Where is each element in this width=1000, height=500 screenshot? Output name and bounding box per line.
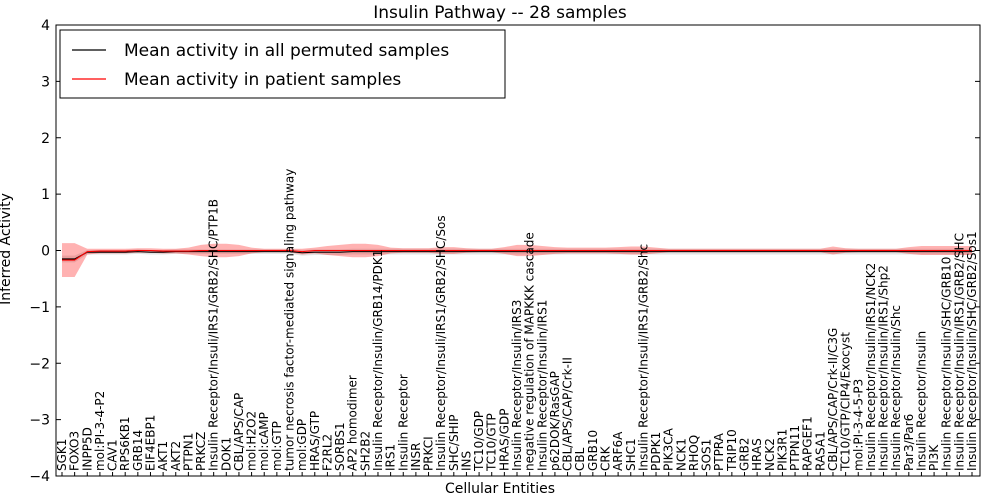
x-tick-label: TC10/GTP/CIP4/Exocyst (839, 332, 853, 472)
y-tick-label: 0 (41, 244, 50, 260)
x-tick-label: NCK2 (763, 438, 777, 471)
x-tick-label: SHC/SHIP (447, 415, 461, 471)
x-tick-label: ARF6A (611, 431, 625, 471)
y-tick-label: 2 (41, 131, 50, 147)
x-tick-label: Insulin Receptor/Insulin/IRS1/Shp2 (877, 265, 891, 471)
y-tick-label: 1 (41, 187, 50, 203)
y-axis-ticks: −4 −3 −2 −1 0 1 2 3 4 (29, 18, 980, 485)
x-axis-label: Cellular Entities (445, 481, 555, 497)
x-tick-label: tumor necrosis factor-mediated signaling… (283, 169, 297, 471)
x-tick-label: mol:PI-3-4-P2 (93, 391, 107, 471)
x-tick-label: HRAS (750, 438, 764, 471)
x-tick-label: PTPN11 (788, 425, 802, 471)
legend-label-patient: Mean activity in patient samples (124, 70, 401, 90)
x-tick-label: PI3K (927, 444, 941, 471)
x-tick-label: AP2 homodimer (346, 375, 360, 471)
x-tick-label: Insulin Receptor/Insuli/IRS1/GRB2/Shc (636, 244, 650, 471)
y-tick-label: −4 (29, 469, 50, 485)
legend-label-permuted: Mean activity in all permuted samples (124, 41, 449, 61)
x-tick-label: HRAS/GDP (497, 408, 511, 471)
x-tick-label: AKT2 (169, 441, 183, 471)
x-tick-label: DOK1 (219, 437, 233, 471)
y-tick-label: −1 (29, 300, 50, 316)
x-tick-label: mol:GTP (270, 421, 284, 471)
x-tick-label: Insulin Receptor/Insuli/IRS1/GRB2/SHC/PT… (207, 199, 221, 471)
x-tick-label: IRS1 (384, 444, 398, 471)
x-tick-label: PIK3CA (662, 427, 676, 471)
x-tick-label: PTPRA (712, 432, 726, 471)
legend-box (59, 29, 506, 99)
legend: Mean activity in all permuted samples Me… (59, 29, 506, 99)
x-tick-label: PTPN1 (181, 433, 195, 471)
y-tick-label: −3 (29, 413, 50, 429)
y-tick-label: 4 (41, 18, 50, 34)
x-tick-label: mol:PI-3-4-5-P3 (851, 379, 865, 471)
x-tick-label: CBL/APS/CAP/Crk-II/C3G (826, 328, 840, 471)
x-tick-label: RAPGEF1 (801, 416, 815, 471)
x-tick-label: RASA1 (813, 431, 827, 471)
x-tick-label: GRB10 (586, 430, 600, 471)
x-tick-label: INSR (409, 443, 423, 471)
x-tick-label: NCK1 (674, 438, 688, 471)
x-tick-label: Par3/Par6 (902, 414, 916, 471)
x-tick-label: mol:GDP (295, 419, 309, 471)
x-tick-label: CRK (598, 445, 612, 471)
x-tick-label: SH2B2 (358, 431, 372, 471)
x-tick-label: SOS1 (700, 439, 714, 471)
x-tick-label: PDPK1 (649, 432, 663, 471)
x-tick-label: INS (459, 451, 473, 471)
x-tick-label: Insulin Receptor/Insulin/GRB14/PDK1 (371, 250, 385, 471)
x-tick-label: INPP5D (80, 427, 94, 471)
x-tick-label: Insulin Receptor/Insulin/IRS1/NCK2 (864, 263, 878, 471)
y-tick-label: −2 (29, 356, 50, 372)
x-tick-label: TC10/GTP (485, 413, 499, 472)
y-tick-label: 3 (41, 74, 50, 90)
x-tick-label: HRAS/GTP (308, 411, 322, 471)
x-tick-label: Insulin Receptor/Insuli/IRS1/GRB2/SHC/So… (434, 215, 448, 471)
x-tick-label: GRB2 (738, 437, 752, 471)
plot-frame (55, 24, 981, 477)
x-tick-labels: SGK1FOXO3INPP5Dmol:PI-3-4-P2CAV1RPS6KB1G… (55, 169, 979, 476)
x-tick-label: AKT1 (156, 441, 170, 471)
x-tick-label: TRIP10 (725, 429, 739, 472)
line-patient-mean (62, 249, 972, 261)
band-permuted (62, 248, 972, 263)
x-tick-label: PRKCI (422, 436, 436, 471)
x-tick-label: FOXO3 (68, 431, 82, 471)
x-tick-label: SORBS1 (333, 422, 347, 471)
x-tick-label: Insulin Receptor/Insulin/SHC/GRB2/Sos1 (965, 231, 979, 471)
x-tick-label: mol:cAMP (257, 412, 271, 471)
x-tick-label: RHOQ (687, 435, 701, 471)
x-tick-label: Insulin Receptor/Insulin/IRS3 (510, 300, 524, 471)
x-tick-label: F2RL2 (320, 434, 334, 471)
x-tick-label: mol:H2O2 (245, 411, 259, 471)
x-tick-label: PIK3R1 (775, 429, 789, 471)
x-tick-label: PRKCZ (194, 432, 208, 471)
x-tick-label: Insulin Receptor/Insulin/SHC/GRB10 (940, 257, 954, 471)
x-tick-label: SHC1 (624, 438, 638, 471)
x-tick-label: Insulin Receptor/Insulin/Shc (889, 305, 903, 471)
x-tick-label: Insulin Receptor/Insulin/IRS1/GRB2/SHC (952, 233, 966, 471)
x-tick-label: GRB14 (131, 430, 145, 471)
x-tick-label: CBL/APS/CAP (232, 393, 246, 471)
x-tick-label: Insulin Receptor/Insulin/IRS1 (535, 300, 549, 471)
line-permuted-mean (62, 251, 972, 260)
x-tick-label: Insulin Receptor (396, 374, 410, 471)
x-tick-label: negative regulation of MAPKKK cascade (523, 232, 537, 471)
x-tick-label: CBL/APS/CAP/Crk-II (561, 357, 575, 471)
x-tick-label: EIF4EBP1 (143, 415, 157, 471)
x-tick-label: TC10/GDP (472, 411, 486, 472)
chart-title: Insulin Pathway -- 28 samples (373, 3, 627, 23)
series-lines (62, 249, 972, 261)
y-axis-label: Inferred Activity (0, 193, 14, 305)
x-tick-label: p62DOK/RasGAP (548, 371, 562, 471)
x-tick-label: CAV1 (106, 439, 120, 471)
x-tick-label: Insulin Receptor/Insulin (914, 331, 928, 471)
x-tick-label: SGK1 (55, 439, 69, 471)
x-tick-label: CBL (573, 447, 587, 471)
x-tick-label: RPS6KB1 (118, 416, 132, 471)
